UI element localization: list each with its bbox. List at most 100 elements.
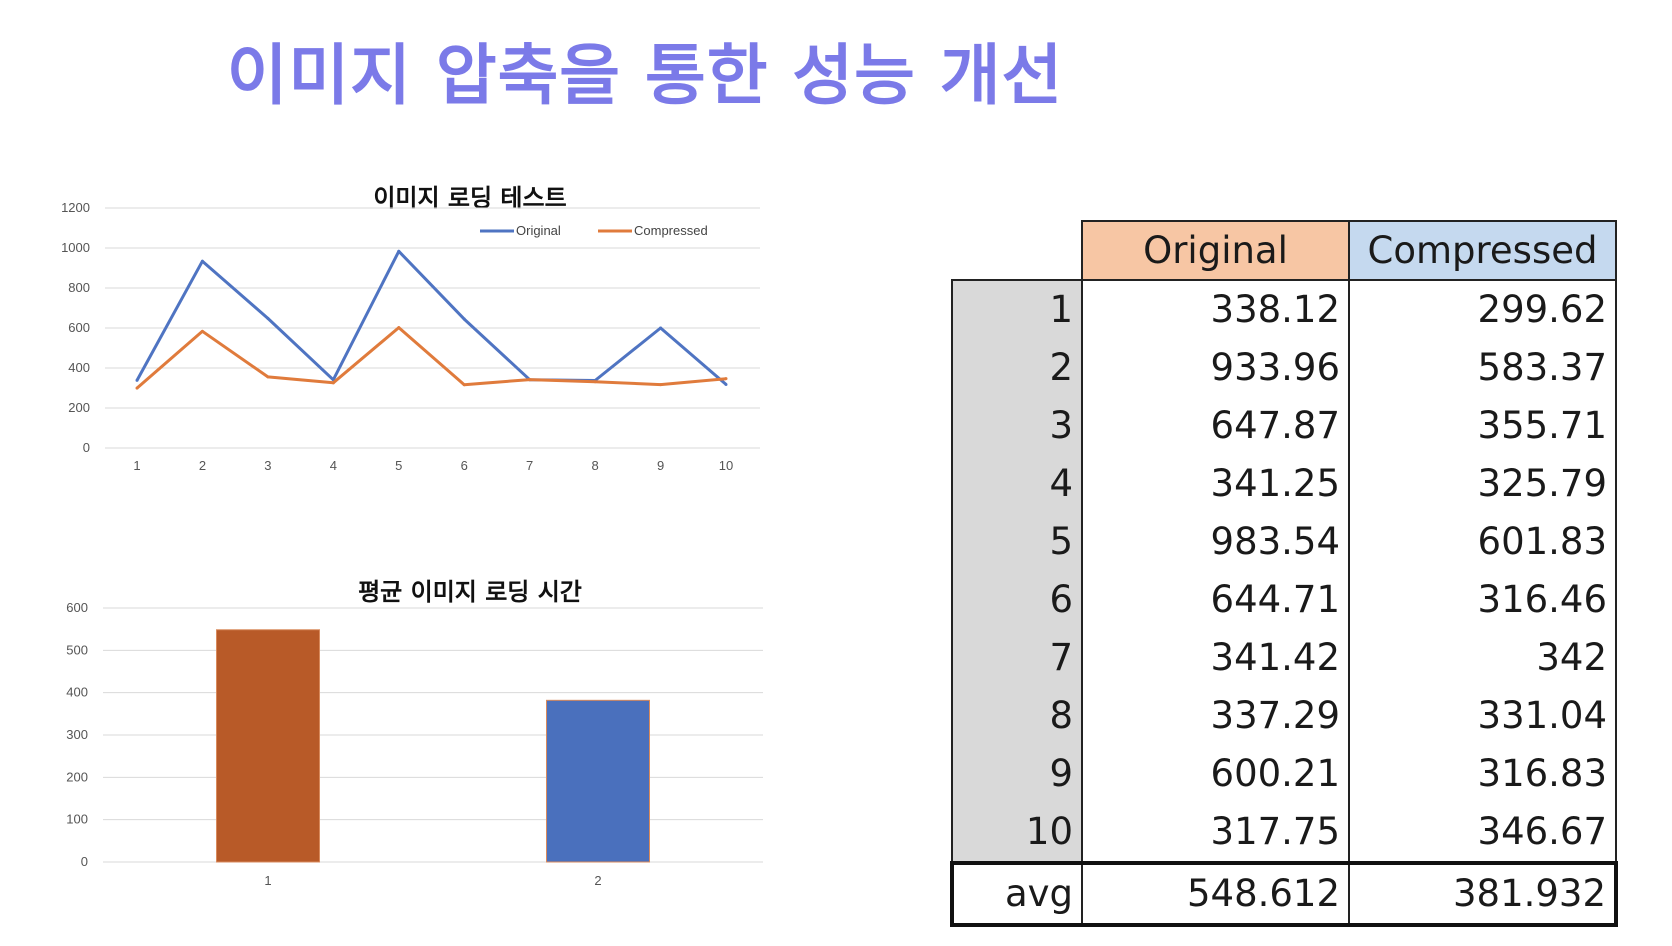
original-value-cell: 341.42 <box>1081 629 1350 687</box>
table-row: 8 337.29 331.04 <box>951 687 1617 745</box>
x-tick-label: 2 <box>199 458 206 473</box>
y-tick-label: 1000 <box>61 240 90 255</box>
data-table-container: Original Compressed 1 338.12 299.62 2 933.96… <box>950 220 1618 927</box>
table-row: 7 341.42 342 <box>951 629 1617 687</box>
x-tick-label: 4 <box>330 458 337 473</box>
y-tick-label: 200 <box>68 400 90 415</box>
legend-label: Original <box>516 223 561 238</box>
data-point <box>266 375 270 379</box>
original-value-cell: 341.25 <box>1081 455 1350 513</box>
series-line <box>136 326 727 390</box>
y-tick-label: 400 <box>68 360 90 375</box>
x-tick-label: 5 <box>395 458 402 473</box>
data-point <box>135 378 139 382</box>
avg-label-cell: avg <box>950 861 1082 927</box>
table-row: 3 647.87 355.71 <box>951 397 1617 455</box>
bar <box>216 629 320 863</box>
compressed-value-cell: 355.71 <box>1348 397 1617 455</box>
data-point <box>397 326 401 330</box>
compressed-value-cell: 316.46 <box>1348 571 1617 629</box>
data-point <box>593 380 597 384</box>
series-line <box>135 249 727 386</box>
data-point <box>659 326 663 330</box>
table-avg-row: avg 548.612 381.932 <box>950 861 1618 927</box>
table-row: 9 600.21 316.83 <box>951 745 1617 803</box>
row-index-cell: 8 <box>951 687 1083 745</box>
table-header-row: Original Compressed <box>952 220 1617 281</box>
data-point <box>331 381 335 385</box>
x-tick-label: 8 <box>591 458 598 473</box>
header-compressed: Compressed <box>1348 220 1617 281</box>
data-point <box>528 378 532 382</box>
compressed-value-cell: 342 <box>1348 629 1617 687</box>
legend-label: Compressed <box>634 223 708 238</box>
page-title: 이미지 압축을 통한 성능 개선 <box>226 37 1064 114</box>
row-index-cell: 4 <box>951 455 1083 513</box>
compressed-value-cell: 299.62 <box>1348 280 1617 339</box>
compressed-value-cell: 316.83 <box>1348 745 1617 803</box>
y-tick-label: 800 <box>68 280 90 295</box>
header-blank-cell <box>952 221 1082 280</box>
header-original: Original <box>1081 220 1350 281</box>
y-tick-label: 1200 <box>61 200 90 215</box>
row-index-cell: 7 <box>951 629 1083 687</box>
y-tick-label: 600 <box>66 600 88 615</box>
original-value-cell: 933.96 <box>1081 339 1350 397</box>
y-tick-label: 0 <box>81 854 88 869</box>
compressed-value-cell: 346.67 <box>1348 803 1617 863</box>
original-value-cell: 337.29 <box>1081 687 1350 745</box>
x-tick-label: 7 <box>526 458 533 473</box>
table-row: 1 338.12 299.62 <box>951 279 1617 339</box>
table-row: 6 644.71 316.46 <box>951 571 1617 629</box>
data-point <box>724 382 728 386</box>
compressed-value-cell: 331.04 <box>1348 687 1617 745</box>
data-point <box>200 259 204 263</box>
data-point <box>397 249 401 253</box>
table-row: 5 983.54 601.83 <box>951 513 1617 571</box>
row-index-cell: 1 <box>951 279 1083 339</box>
data-table: Original Compressed 1 338.12 299.62 2 933.96… <box>950 220 1618 927</box>
x-tick-label: 9 <box>657 458 664 473</box>
y-tick-label: 600 <box>68 320 90 335</box>
table-body: 1 338.12 299.62 2 933.96 583.37 3 647.87 355.71 4… <box>950 279 1618 927</box>
data-point <box>266 316 270 320</box>
compressed-value-cell: 325.79 <box>1348 455 1617 513</box>
data-point <box>462 383 466 387</box>
y-tick-label: 400 <box>66 685 88 700</box>
data-point <box>724 377 728 381</box>
table-row: 2 933.96 583.37 <box>951 339 1617 397</box>
data-point <box>200 329 204 333</box>
line-chart-title: 이미지 로딩 테스트 <box>373 184 567 212</box>
row-index-cell: 6 <box>951 571 1083 629</box>
original-value-cell: 600.21 <box>1081 745 1350 803</box>
y-tick-label: 100 <box>66 812 88 827</box>
y-tick-label: 500 <box>66 642 88 657</box>
y-tick-label: 300 <box>66 727 88 742</box>
x-tick-label: 10 <box>719 458 733 473</box>
original-value-cell: 644.71 <box>1081 571 1350 629</box>
row-index-cell: 9 <box>951 745 1083 803</box>
y-tick-label: 0 <box>83 440 90 455</box>
original-value-cell: 983.54 <box>1081 513 1350 571</box>
row-index-cell: 3 <box>951 397 1083 455</box>
table-row: 4 341.25 325.79 <box>951 455 1617 513</box>
avg-original-cell: 548.612 <box>1081 861 1350 927</box>
avg-compressed-cell: 381.932 <box>1348 861 1618 927</box>
x-tick-label: 1 <box>133 458 140 473</box>
line-chart: 0 200 400 600 800 1000 1200 1 2 3 4 5 6 7 8 9 10 Original… <box>61 200 760 473</box>
x-tick-label: 2 <box>594 873 601 888</box>
bar-chart: 0 100 200 300 400 500 600 1 2 <box>66 600 763 888</box>
table-row: 10 317.75 346.67 <box>951 803 1617 863</box>
original-value-cell: 317.75 <box>1081 803 1350 863</box>
row-index-cell: 10 <box>951 803 1083 863</box>
row-index-cell: 2 <box>951 339 1083 397</box>
x-tick-label: 6 <box>461 458 468 473</box>
row-index-cell: 5 <box>951 513 1083 571</box>
data-point <box>462 317 466 321</box>
original-value-cell: 338.12 <box>1081 280 1350 339</box>
x-tick-label: 1 <box>264 873 271 888</box>
data-point <box>659 383 663 387</box>
bar <box>546 699 650 863</box>
y-tick-label: 200 <box>66 769 88 784</box>
x-tick-label: 3 <box>264 458 271 473</box>
